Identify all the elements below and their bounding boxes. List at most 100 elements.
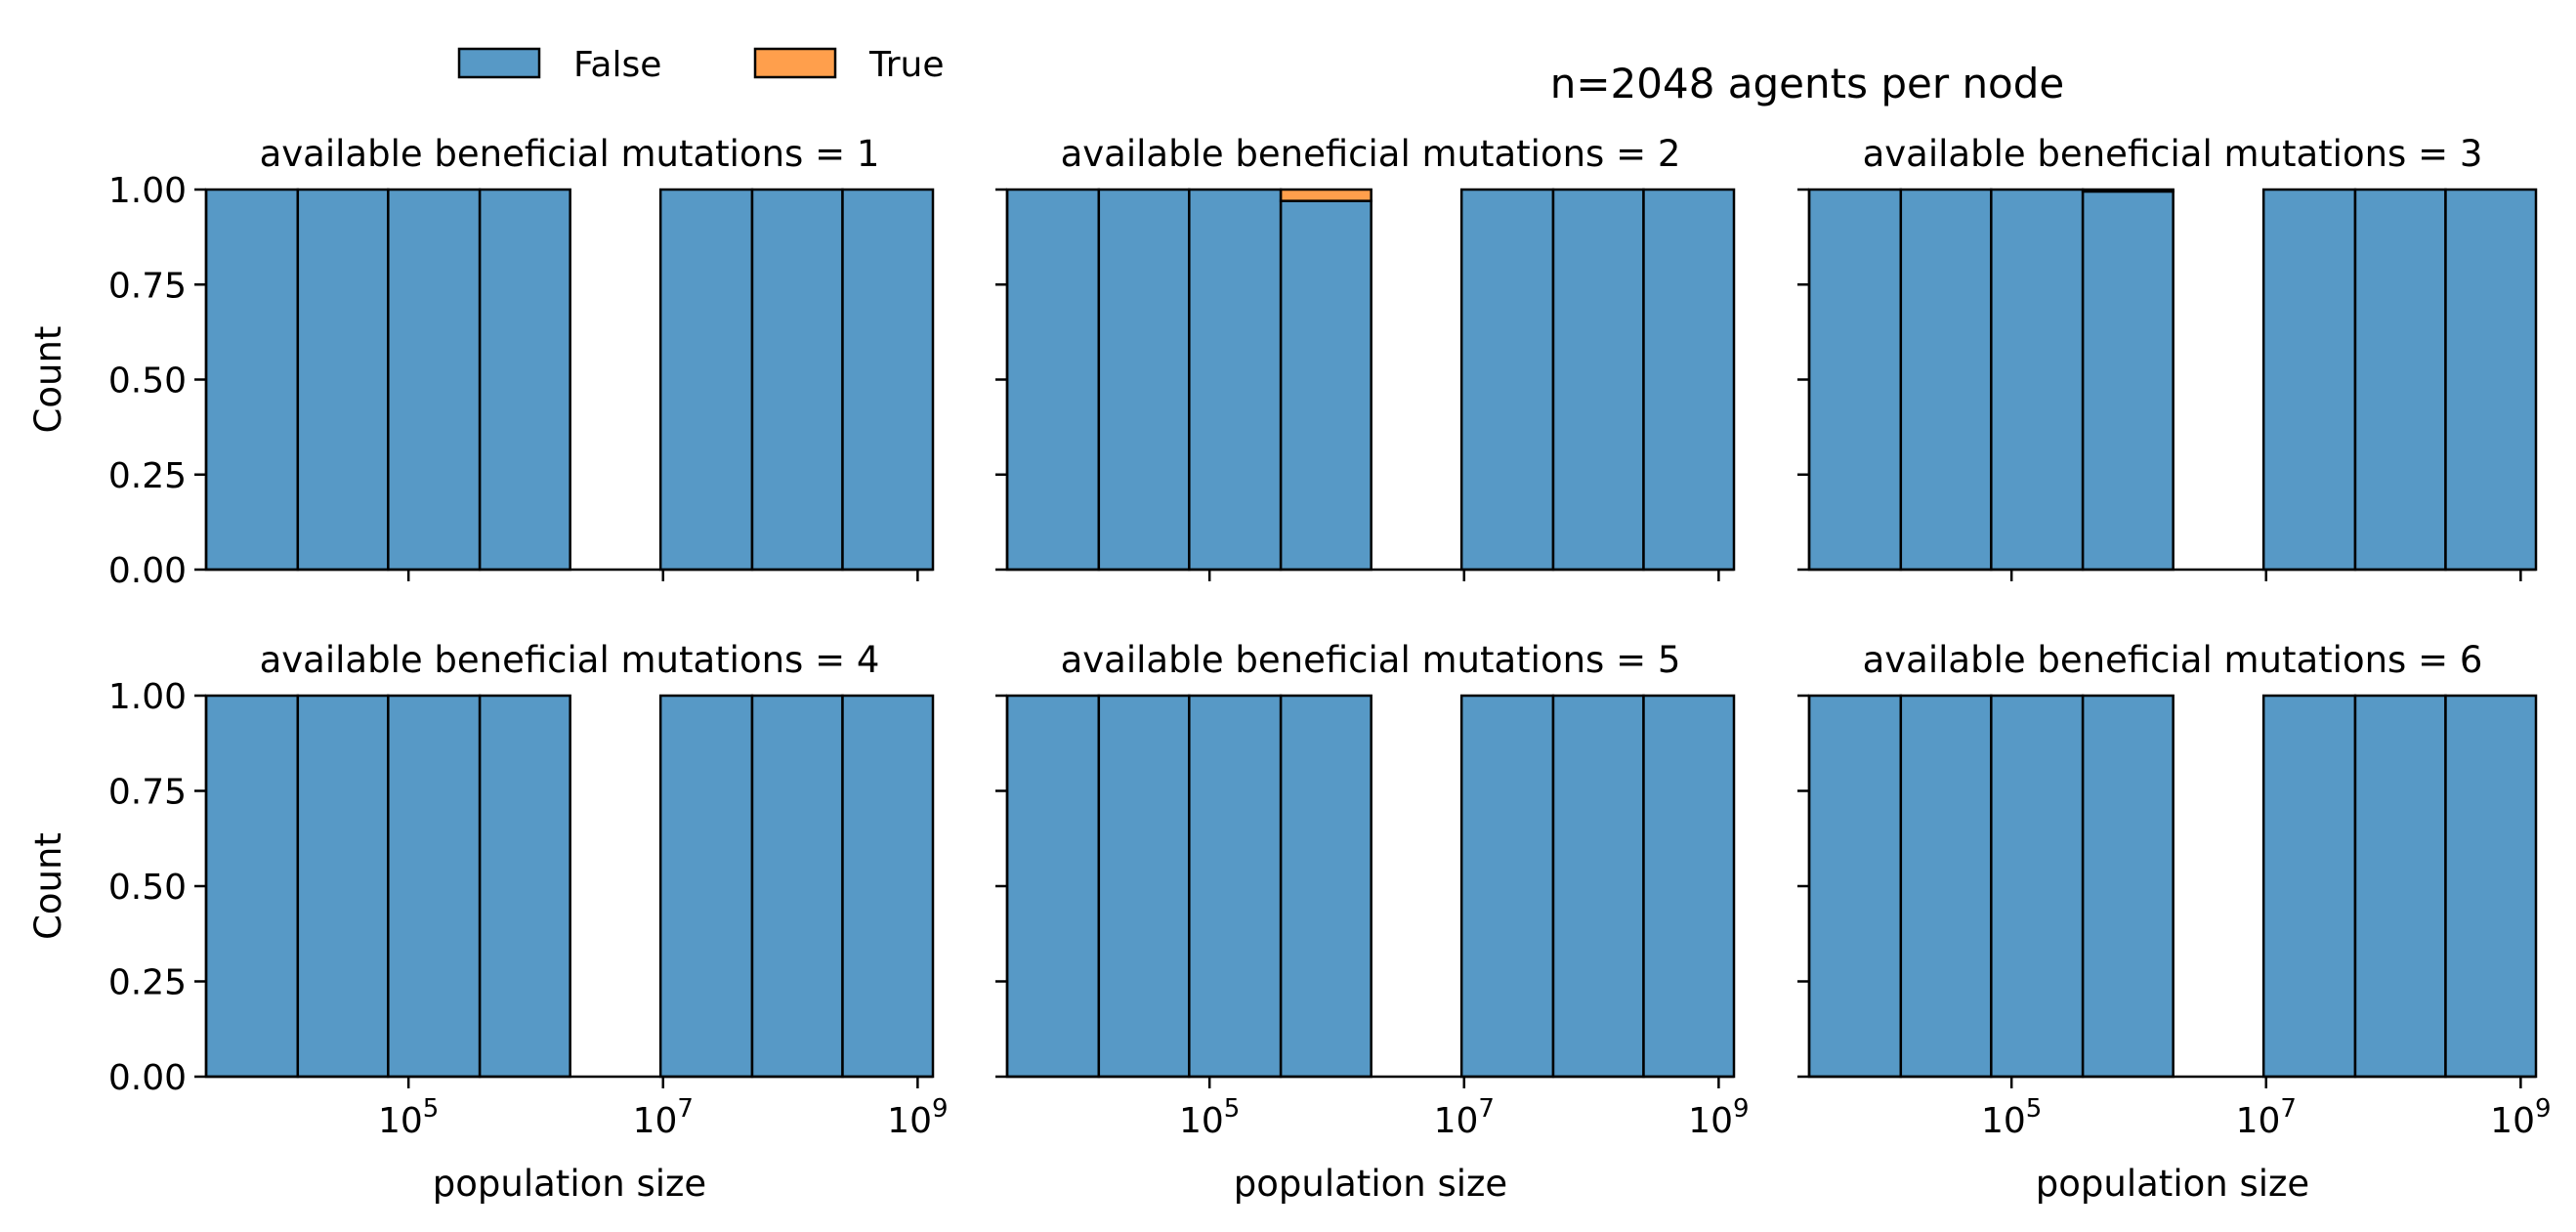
x-tick-base: 10: [1981, 1101, 2026, 1141]
x-tick-label: 105: [1179, 1094, 1240, 1141]
x-tick-exponent: 9: [932, 1094, 949, 1124]
x-tick-label: 109: [2490, 1094, 2551, 1141]
bar-false-bin-6: [2261, 188, 2357, 572]
bar-false-bin-2: [296, 694, 390, 1079]
bar-false-bin-2: [296, 188, 390, 572]
x-tick-label: 107: [633, 1094, 694, 1141]
x-tick-base: 10: [887, 1101, 932, 1141]
x-tick-exponent: 5: [423, 1094, 440, 1124]
y-tick-label: 1.00: [108, 677, 187, 717]
bar-false-bin-1: [1005, 694, 1101, 1079]
x-axis-label: population size: [1234, 1163, 1507, 1205]
panel-title: available beneficial mutations = 4: [260, 639, 880, 681]
x-tick-exponent: 9: [1733, 1094, 1750, 1124]
bar-false-bin-3: [387, 188, 482, 572]
y-tick-label: 0.50: [108, 868, 187, 908]
y-tick-label: 0.50: [108, 361, 187, 402]
bar-false-bin-1: [204, 694, 300, 1079]
x-axis-label: population size: [433, 1163, 706, 1205]
panels: available beneficial mutations = 1 0.00 0.…: [27, 133, 2552, 1205]
legend-item-false: False: [457, 45, 661, 85]
x-tick-base: 10: [2490, 1101, 2535, 1141]
panel-title: available beneficial mutations = 3: [1863, 133, 2483, 175]
panel-2: available beneficial mutations = 2: [995, 133, 1736, 581]
bar-false-bin-6: [658, 188, 754, 572]
x-tick-base: 10: [378, 1101, 423, 1141]
bar-false-bin-8: [1642, 188, 1736, 572]
y-tick-label: 0.75: [108, 773, 187, 813]
x-tick-label: 109: [1688, 1094, 1749, 1141]
x-tick-base: 10: [633, 1101, 678, 1141]
y-tick-label: 0.75: [108, 266, 187, 306]
x-tick-label: 107: [2236, 1094, 2297, 1141]
legend: False True: [457, 45, 944, 85]
y-tick-label: 0.25: [108, 456, 187, 496]
panel-title: available beneficial mutations = 6: [1863, 639, 2483, 681]
x-tick-base: 10: [1434, 1101, 1479, 1141]
bar-false-bin-2: [1097, 694, 1191, 1079]
bar-false-bin-7: [1551, 694, 1645, 1079]
x-tick-exponent: 9: [2535, 1094, 2552, 1124]
y-tick-label: 0.00: [108, 551, 187, 591]
bar-false-bin-2: [1899, 188, 1993, 572]
bar-false-bin-2: [1097, 188, 1191, 572]
bar-false-bin-4: [478, 694, 571, 1079]
bar-false-bin-4: [2081, 190, 2175, 572]
panel-3: available beneficial mutations = 3: [1797, 133, 2538, 581]
bar-false-bin-6: [1459, 694, 1555, 1079]
x-tick-exponent: 7: [2280, 1094, 2297, 1124]
bar-false-bin-1: [1005, 188, 1101, 572]
bar-false-bin-8: [2444, 188, 2538, 572]
bar-false-bin-6: [2261, 694, 2357, 1079]
x-tick-exponent: 5: [2026, 1094, 2043, 1124]
legend-item-true: True: [753, 45, 944, 85]
y-axis-label: Count: [27, 326, 69, 434]
bar-false-bin-1: [204, 188, 300, 572]
bar-true-bin-4: [1279, 188, 1372, 202]
x-tick-exponent: 7: [677, 1094, 694, 1124]
bar-false-bin-4: [2081, 694, 2175, 1079]
bar-false-bin-8: [1642, 694, 1736, 1079]
bar-false-bin-4: [1279, 199, 1372, 572]
panel-4: available beneficial mutations = 4 0.00 0.…: [27, 639, 949, 1205]
bar-false-bin-8: [841, 694, 935, 1079]
bar-false-bin-2: [1899, 694, 1993, 1079]
y-tick-label: 0.00: [108, 1058, 187, 1098]
legend-label-true: True: [868, 45, 944, 85]
legend-label-false: False: [573, 45, 661, 85]
legend-swatch-true: [753, 47, 837, 79]
bar-false-bin-3: [1990, 188, 2085, 572]
panel-title: available beneficial mutations = 2: [1061, 133, 1681, 175]
bar-false-bin-1: [1807, 188, 1903, 572]
bar-false-bin-8: [841, 188, 935, 572]
x-axis-label: population size: [2036, 1163, 2309, 1205]
bar-false-bin-6: [1459, 188, 1555, 572]
bar-false-bin-6: [658, 694, 754, 1079]
x-tick-base: 10: [1688, 1101, 1733, 1141]
y-tick-label: 1.00: [108, 171, 187, 211]
bar-false-bin-3: [1990, 694, 2085, 1079]
bar-false-bin-4: [1279, 694, 1372, 1079]
x-tick-base: 10: [2236, 1101, 2281, 1141]
bar-false-bin-7: [750, 694, 844, 1079]
bar-false-bin-1: [1807, 694, 1903, 1079]
panel-title: available beneficial mutations = 5: [1061, 639, 1681, 681]
y-axis-label: Count: [27, 832, 69, 940]
bar-false-bin-8: [2444, 694, 2538, 1079]
legend-swatch-false: [457, 47, 541, 79]
x-tick-exponent: 5: [1224, 1094, 1241, 1124]
y-tick-label: 0.25: [108, 963, 187, 1003]
x-tick-label: 105: [378, 1094, 439, 1141]
bar-true-bin-4: [2081, 188, 2175, 193]
x-tick-label: 105: [1981, 1094, 2042, 1141]
panel-1: available beneficial mutations = 1 0.00 0.…: [27, 133, 935, 591]
bar-false-bin-7: [1551, 188, 1645, 572]
bar-false-bin-3: [1188, 188, 1283, 572]
panel-title: available beneficial mutations = 1: [260, 133, 880, 175]
figure-title: n=2048 agents per node: [1550, 60, 2065, 107]
bar-false-bin-3: [1188, 694, 1283, 1079]
x-tick-label: 107: [1434, 1094, 1495, 1141]
x-tick-exponent: 7: [1478, 1094, 1495, 1124]
bar-false-bin-7: [2353, 694, 2447, 1079]
